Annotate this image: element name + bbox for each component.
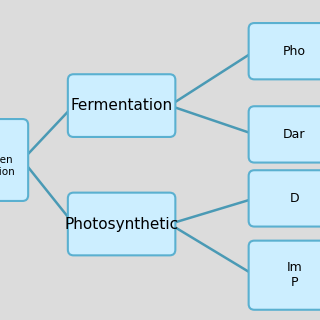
FancyBboxPatch shape [249,106,320,163]
Text: Im
P: Im P [286,261,302,289]
FancyBboxPatch shape [68,74,175,137]
Text: Dar: Dar [283,128,306,141]
Text: Bio-
Hydrogen
Production: Bio- Hydrogen Production [0,143,15,177]
FancyBboxPatch shape [68,193,175,255]
Text: Photosynthetic: Photosynthetic [65,217,179,231]
Text: Fermentation: Fermentation [70,98,173,113]
Text: Pho: Pho [283,45,306,58]
FancyBboxPatch shape [249,23,320,79]
FancyBboxPatch shape [249,241,320,310]
FancyBboxPatch shape [0,119,28,201]
Text: D: D [290,192,299,205]
FancyBboxPatch shape [249,170,320,227]
